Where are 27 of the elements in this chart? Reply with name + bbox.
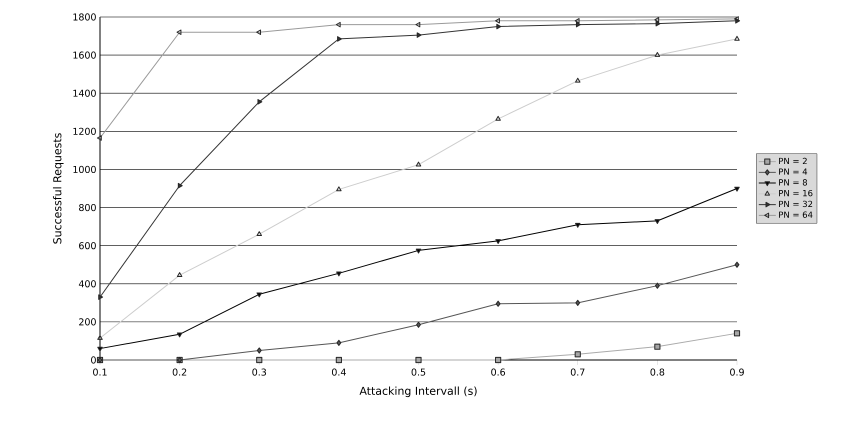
x-tick-label: 0.1 [93, 368, 107, 376]
x-tick-label: 0.4 [332, 368, 346, 376]
x-tick-label: 0.7 [570, 368, 584, 376]
legend-label: PN = 2 [779, 158, 807, 164]
x-tick-label: 0.2 [172, 368, 186, 376]
y-tick-label: 0 [91, 356, 96, 364]
x-tick-label: 0.6 [491, 368, 506, 376]
legend-label: PN = 32 [779, 200, 812, 208]
legend-label: PN = 8 [779, 179, 808, 186]
x-tick-label: 0.3 [252, 368, 266, 376]
y-tick-label: 1800 [73, 13, 96, 21]
y-tick-label: 1000 [73, 166, 96, 174]
y-tick-label: 1600 [73, 52, 96, 59]
x-tick-label: 0.9 [730, 368, 744, 376]
y-tick-label: 400 [78, 280, 96, 288]
y-axis-title: Successful Requests [52, 133, 64, 244]
x-axis-title: Attacking Intervall (s) [359, 386, 477, 398]
y-tick-label: 800 [79, 204, 96, 212]
legend-label: PN = 16 [779, 190, 812, 196]
y-tick-label: 1200 [73, 128, 96, 135]
x-tick-label: 0.8 [650, 368, 664, 376]
y-tick-label: 200 [79, 318, 96, 326]
legend-label: PN = 4 [779, 168, 808, 175]
x-tick-label: 0.5 [412, 368, 426, 376]
y-tick-label: 600 [79, 242, 96, 250]
y-tick-label: 1400 [73, 90, 96, 97]
legend-label: PN = 64 [779, 211, 813, 218]
